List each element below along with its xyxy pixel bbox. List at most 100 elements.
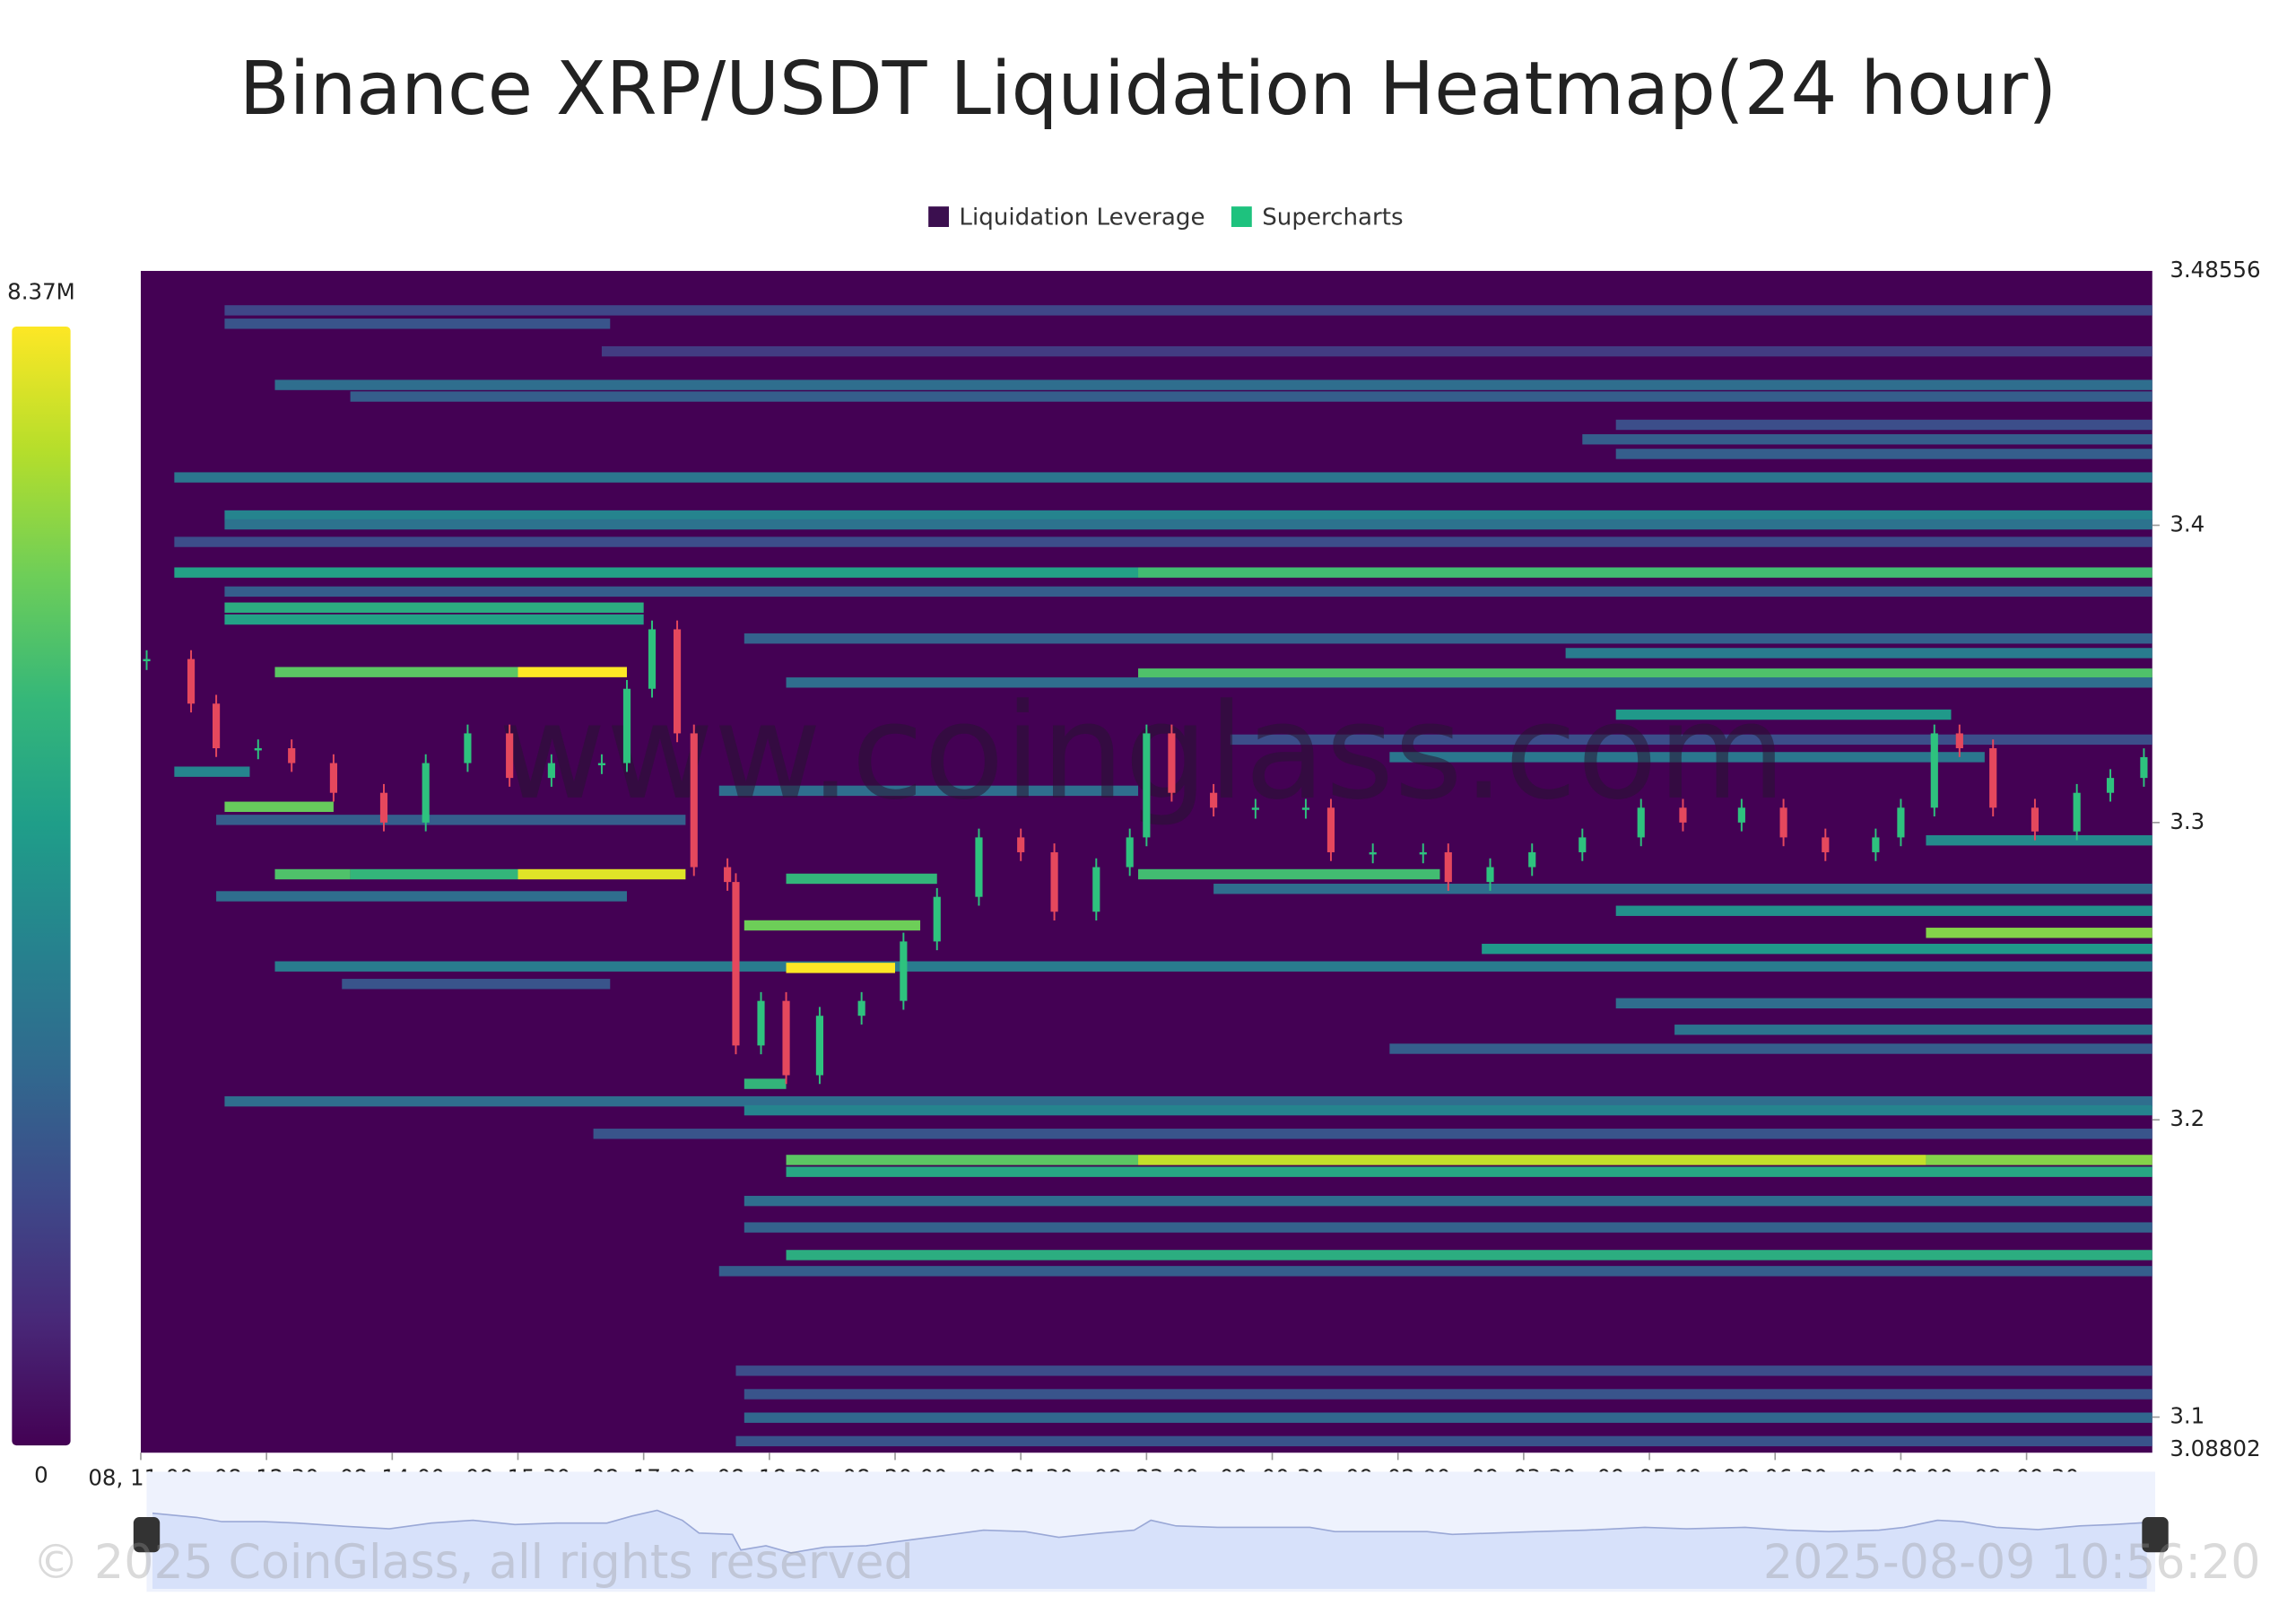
heat-band — [224, 801, 334, 812]
heat-band — [350, 868, 518, 880]
heat-band — [744, 1389, 2152, 1400]
legend-swatch — [1231, 206, 1252, 228]
heat-band — [517, 667, 627, 677]
heat-band — [216, 815, 686, 825]
heat-band — [1213, 884, 2152, 894]
candle-body — [857, 1000, 865, 1016]
watermark: www.coinglass.com — [499, 676, 1787, 829]
heat-band — [786, 1250, 2152, 1260]
heat-band — [1138, 668, 2152, 679]
heat-band — [601, 345, 2152, 357]
candle-body — [732, 882, 740, 1046]
candle-body — [1578, 837, 1587, 852]
candle-body — [815, 1016, 823, 1076]
candle-body — [1779, 807, 1787, 838]
candle-body — [673, 629, 682, 734]
candle-body — [648, 629, 657, 689]
candle-body — [2106, 778, 2115, 793]
candle-body — [1486, 867, 1494, 883]
heat-band — [1615, 905, 2152, 916]
candle-body — [1989, 747, 1997, 808]
heat-band — [224, 614, 644, 625]
candle-body — [1369, 851, 1377, 855]
candle-body — [1301, 807, 1310, 810]
candle-body — [900, 941, 908, 1001]
heat-band — [1926, 835, 2152, 846]
heat-band — [786, 1155, 1139, 1165]
candle-body — [254, 747, 262, 751]
candle-body — [1930, 733, 1938, 808]
heat-band — [224, 519, 2152, 530]
candle-body — [1637, 807, 1645, 838]
navigator-line — [152, 1509, 2147, 1554]
candle-body — [1444, 851, 1452, 883]
y-max-label: 3.48556 — [2170, 257, 2260, 283]
candle-body — [690, 733, 698, 868]
candle-body — [622, 688, 631, 763]
candle-body — [1017, 837, 1025, 852]
heat-band — [1926, 1155, 2152, 1165]
candle-body — [1897, 807, 1905, 838]
heat-band — [1138, 1155, 1926, 1165]
y-tick-label: 3.1 — [2170, 1403, 2205, 1429]
candle-body — [288, 747, 296, 763]
heat-band — [744, 1078, 787, 1089]
heat-band — [1389, 1043, 2152, 1054]
candle-body — [213, 703, 221, 748]
candle-body — [1419, 851, 1427, 855]
chart-title: Binance XRP/USDT Liquidation Heatmap(24 … — [239, 47, 2057, 132]
navigator-handle[interactable] — [2142, 1517, 2169, 1553]
candle-body — [506, 733, 514, 779]
candle-body — [1737, 807, 1745, 823]
heat-band — [735, 1365, 2152, 1376]
candle-body — [975, 837, 983, 897]
colorbar — [12, 327, 71, 1446]
legend-label: Supercharts — [1262, 205, 1403, 231]
colorbar-max-label: 8.37M — [7, 278, 75, 304]
colorbar-min-label: 0 — [34, 1461, 48, 1487]
candle-body — [1679, 807, 1687, 823]
candle-body — [782, 1000, 790, 1076]
heat-band — [786, 963, 896, 973]
candle-body — [1168, 733, 1176, 793]
heat-band — [786, 1166, 2152, 1177]
heat-band — [1138, 567, 2152, 578]
heat-band — [1615, 709, 1952, 720]
heat-band — [744, 1104, 2152, 1116]
navigator-series — [152, 1509, 2147, 1590]
heat-band — [1138, 868, 1440, 880]
heat-band — [224, 602, 644, 613]
heat-band — [1615, 419, 2152, 431]
legend-swatch — [928, 206, 950, 228]
heatmap — [174, 305, 2152, 1447]
candle-body — [2031, 807, 2039, 832]
heat-band — [342, 979, 611, 990]
y-tick-label: 3.2 — [2170, 1105, 2205, 1131]
heat-band — [274, 961, 2152, 972]
candlesticks — [143, 620, 2148, 1085]
candle-body — [1326, 807, 1335, 852]
candle-body — [1822, 837, 1830, 852]
heat-band — [593, 1129, 2152, 1139]
heat-band — [744, 920, 921, 931]
heat-band — [744, 1222, 2152, 1233]
legend: Liquidation Leverage Supercharts — [928, 205, 1404, 231]
heat-band — [224, 305, 2152, 316]
heat-band — [174, 536, 2152, 547]
heat-band — [1230, 734, 2152, 746]
heat-band — [1389, 752, 1985, 763]
heat-band — [744, 1412, 2152, 1423]
navigator-area — [152, 1510, 2147, 1590]
navigator-handle[interactable] — [133, 1517, 161, 1553]
candle-body — [1050, 851, 1058, 912]
heat-band — [786, 677, 2152, 688]
candle-body — [187, 659, 196, 704]
timestamp: 2025-08-09 10:56:20 — [1763, 1536, 2261, 1590]
heat-band — [350, 391, 2152, 402]
heat-band — [174, 472, 2152, 483]
candle-body — [2140, 756, 2148, 779]
heat-band — [1674, 1025, 2152, 1035]
heat-band — [174, 567, 1139, 578]
heat-band — [274, 667, 518, 677]
candle-body — [329, 763, 337, 793]
